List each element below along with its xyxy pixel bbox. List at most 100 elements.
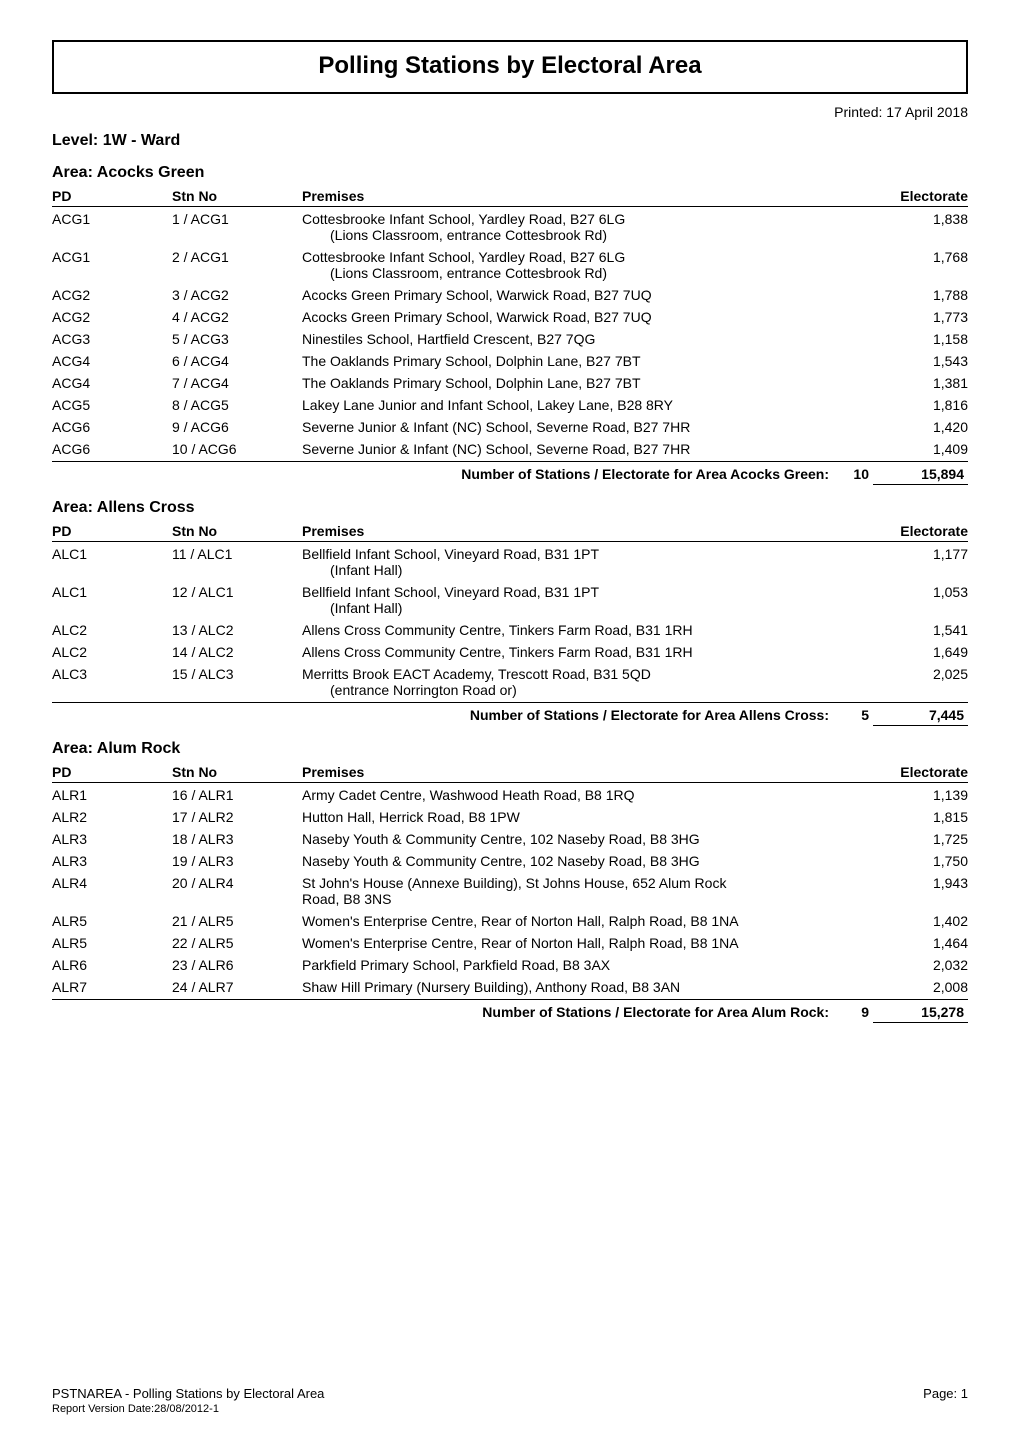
cell-premises: Women's Enterprise Centre, Rear of Norto… — [302, 909, 873, 931]
col-header-elec: Electorate — [873, 760, 968, 783]
cell-electorate: 1,768 — [873, 245, 968, 283]
premises-line: Bellfield Infant School, Vineyard Road, … — [302, 546, 869, 562]
cell-pd: ACG1 — [52, 245, 172, 283]
cell-premises: Lakey Lane Junior and Infant School, Lak… — [302, 393, 873, 415]
table-row: ACG47 / ACG4The Oaklands Primary School,… — [52, 371, 968, 393]
cell-pd: ACG2 — [52, 305, 172, 327]
cell-premises: Ninestiles School, Hartfield Crescent, B… — [302, 327, 873, 349]
premises-line: Shaw Hill Primary (Nursery Building), An… — [302, 979, 869, 995]
summary-count: 9 — [833, 1000, 873, 1023]
summary-table: Number of Stations / Electorate for Area… — [52, 702, 968, 726]
table-row: ALC111 / ALC1Bellfield Infant School, Vi… — [52, 542, 968, 581]
cell-pd: ACG5 — [52, 393, 172, 415]
cell-premises: St John's House (Annexe Building), St Jo… — [302, 871, 873, 909]
premises-subline: (Lions Classroom, entrance Cottesbrook R… — [302, 265, 869, 281]
summary-table: Number of Stations / Electorate for Area… — [52, 999, 968, 1023]
cell-electorate: 1,420 — [873, 415, 968, 437]
premises-line: Acocks Green Primary School, Warwick Roa… — [302, 287, 869, 303]
table-row: ACG11 / ACG1Cottesbrooke Infant School, … — [52, 207, 968, 246]
premises-line: Allens Cross Community Centre, Tinkers F… — [302, 622, 869, 638]
premises-line: Cottesbrooke Infant School, Yardley Road… — [302, 211, 869, 227]
cell-stn: 11 / ALC1 — [172, 542, 302, 581]
cell-stn: 18 / ALR3 — [172, 827, 302, 849]
premises-line: Lakey Lane Junior and Infant School, Lak… — [302, 397, 869, 413]
premises-line: Acocks Green Primary School, Warwick Roa… — [302, 309, 869, 325]
cell-stn: 17 / ALR2 — [172, 805, 302, 827]
area-heading: Area: Acocks Green — [52, 164, 968, 182]
col-header-prem: Premises — [302, 519, 873, 542]
cell-pd: ALR5 — [52, 909, 172, 931]
cell-premises: Bellfield Infant School, Vineyard Road, … — [302, 580, 873, 618]
cell-electorate: 1,543 — [873, 349, 968, 371]
cell-electorate: 1,402 — [873, 909, 968, 931]
cell-premises: Severne Junior & Infant (NC) School, Sev… — [302, 415, 873, 437]
cell-stn: 6 / ACG4 — [172, 349, 302, 371]
table-row: ALR319 / ALR3Naseby Youth & Community Ce… — [52, 849, 968, 871]
col-header-pd: PD — [52, 184, 172, 207]
premises-line: Women's Enterprise Centre, Rear of Norto… — [302, 913, 869, 929]
printed-date: Printed: 17 April 2018 — [52, 104, 968, 120]
table-row: ALC112 / ALC1Bellfield Infant School, Vi… — [52, 580, 968, 618]
stations-table: PDStn NoPremisesElectorateALR116 / ALR1A… — [52, 760, 968, 997]
premises-line: Bellfield Infant School, Vineyard Road, … — [302, 584, 869, 600]
cell-electorate: 1,177 — [873, 542, 968, 581]
cell-stn: 9 / ACG6 — [172, 415, 302, 437]
cell-stn: 16 / ALR1 — [172, 783, 302, 806]
cell-electorate: 1,750 — [873, 849, 968, 871]
premises-line: Naseby Youth & Community Centre, 102 Nas… — [302, 853, 869, 869]
cell-electorate: 1,381 — [873, 371, 968, 393]
cell-pd: ACG6 — [52, 437, 172, 459]
premises-line: St John's House (Annexe Building), St Jo… — [302, 875, 869, 891]
summary-row: Number of Stations / Electorate for Area… — [52, 703, 968, 726]
col-header-stn: Stn No — [172, 184, 302, 207]
area-heading: Area: Alum Rock — [52, 740, 968, 758]
cell-electorate: 1,815 — [873, 805, 968, 827]
col-header-prem: Premises — [302, 184, 873, 207]
cell-premises: Merritts Brook EACT Academy, Trescott Ro… — [302, 662, 873, 700]
table-row: ALR217 / ALR2Hutton Hall, Herrick Road, … — [52, 805, 968, 827]
cell-premises: Parkfield Primary School, Parkfield Road… — [302, 953, 873, 975]
cell-pd: ACG2 — [52, 283, 172, 305]
summary-total: 15,278 — [873, 1000, 968, 1023]
cell-electorate: 2,032 — [873, 953, 968, 975]
cell-stn: 4 / ACG2 — [172, 305, 302, 327]
cell-pd: ALC1 — [52, 542, 172, 581]
premises-line: Women's Enterprise Centre, Rear of Norto… — [302, 935, 869, 951]
cell-premises: Army Cadet Centre, Washwood Heath Road, … — [302, 783, 873, 806]
summary-label: Number of Stations / Electorate for Area… — [52, 462, 833, 485]
level-heading: Level: 1W - Ward — [52, 132, 968, 150]
col-header-elec: Electorate — [873, 519, 968, 542]
premises-line: Merritts Brook EACT Academy, Trescott Ro… — [302, 666, 869, 682]
cell-premises: Shaw Hill Primary (Nursery Building), An… — [302, 975, 873, 997]
cell-stn: 20 / ALR4 — [172, 871, 302, 909]
cell-electorate: 1,838 — [873, 207, 968, 246]
premises-line: Naseby Youth & Community Centre, 102 Nas… — [302, 831, 869, 847]
cell-pd: ACG4 — [52, 349, 172, 371]
cell-stn: 15 / ALC3 — [172, 662, 302, 700]
premises-subline: (Lions Classroom, entrance Cottesbrook R… — [302, 227, 869, 243]
premises-subline: (Infant Hall) — [302, 600, 869, 616]
table-row: ACG12 / ACG1Cottesbrooke Infant School, … — [52, 245, 968, 283]
premises-wrap-line: Road, B8 3NS — [302, 891, 869, 907]
cell-pd: ALR7 — [52, 975, 172, 997]
cell-electorate: 1,464 — [873, 931, 968, 953]
premises-line: Hutton Hall, Herrick Road, B8 1PW — [302, 809, 869, 825]
cell-stn: 22 / ALR5 — [172, 931, 302, 953]
page-title: Polling Stations by Electoral Area — [54, 52, 966, 80]
table-row: ALR318 / ALR3Naseby Youth & Community Ce… — [52, 827, 968, 849]
cell-pd: ALR4 — [52, 871, 172, 909]
cell-pd: ACG4 — [52, 371, 172, 393]
col-header-stn: Stn No — [172, 760, 302, 783]
footer-page-number: Page: 1 — [923, 1386, 968, 1401]
cell-pd: ALC2 — [52, 640, 172, 662]
table-row: ALR420 / ALR4St John's House (Annexe Bui… — [52, 871, 968, 909]
cell-electorate: 1,725 — [873, 827, 968, 849]
footer-version: Report Version Date:28/08/2012-1 — [52, 1403, 968, 1415]
table-row: ACG35 / ACG3Ninestiles School, Hartfield… — [52, 327, 968, 349]
premises-line: Ninestiles School, Hartfield Crescent, B… — [302, 331, 869, 347]
table-row: ALC213 / ALC2Allens Cross Community Cent… — [52, 618, 968, 640]
premises-line: Parkfield Primary School, Parkfield Road… — [302, 957, 869, 973]
cell-pd: ALC2 — [52, 618, 172, 640]
table-row: ACG46 / ACG4The Oaklands Primary School,… — [52, 349, 968, 371]
col-header-stn: Stn No — [172, 519, 302, 542]
